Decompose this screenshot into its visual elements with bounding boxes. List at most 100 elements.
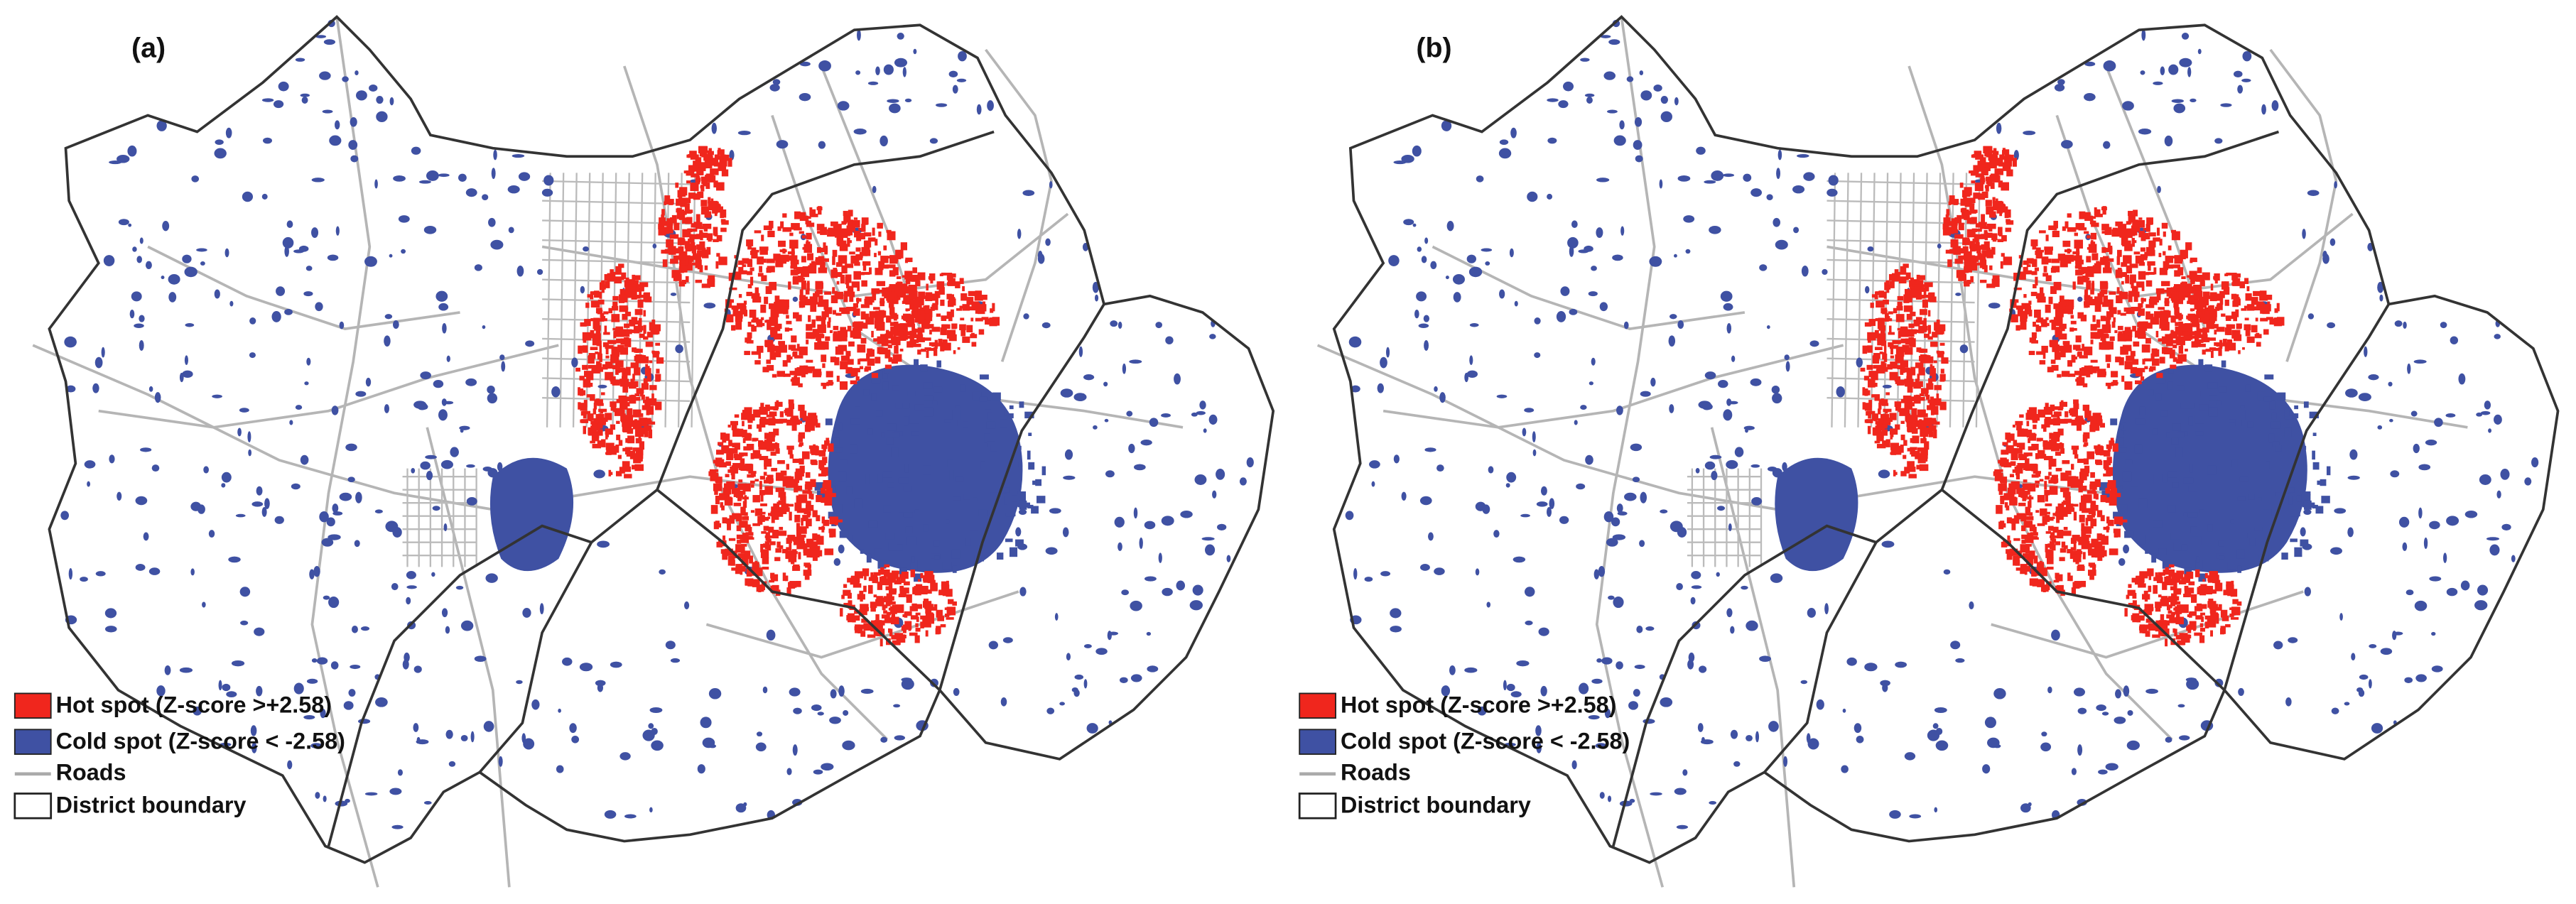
- hot-spot: [822, 363, 826, 369]
- hot-spot: [727, 556, 735, 562]
- cold-spot: [364, 792, 378, 796]
- cold-spot: [2388, 381, 2393, 387]
- cold-spot: [2127, 709, 2133, 716]
- cold-spot: [298, 245, 309, 252]
- hot-spot: [2111, 321, 2116, 328]
- hot-spot: [2011, 314, 2018, 322]
- cold-spot: [391, 583, 399, 591]
- cold-spot: [987, 100, 994, 111]
- hot-spot: [2178, 345, 2184, 354]
- cold-spot: [295, 58, 305, 62]
- cold-spot: [425, 454, 437, 459]
- hot-spot: [929, 342, 938, 347]
- cold-spot: [1792, 185, 1805, 194]
- hot-spot: [775, 548, 782, 553]
- cold-spot: [441, 608, 448, 618]
- cold-spot: [880, 135, 888, 147]
- hot-spot: [2042, 352, 2046, 359]
- hot-spot: [740, 270, 747, 275]
- hot-spot: [841, 594, 845, 599]
- hot-spot: [929, 330, 932, 335]
- hot-spot: [2035, 510, 2040, 513]
- hot-spot: [897, 323, 902, 332]
- hot-spot: [2132, 219, 2139, 229]
- hot-spot: [770, 452, 776, 456]
- cold-spot: [2051, 629, 2060, 641]
- hot-spot: [644, 368, 651, 376]
- cold-spot: [1993, 687, 2006, 699]
- cold-spot: [1217, 523, 1227, 530]
- hot-spot: [917, 579, 921, 582]
- hot-spot: [843, 290, 853, 297]
- hot-spot: [816, 247, 821, 254]
- cold-spot: [203, 466, 209, 474]
- hot-spot: [2199, 317, 2204, 323]
- hot-spot: [2082, 508, 2091, 513]
- hot-spot: [765, 478, 774, 483]
- cold-spot: [2369, 644, 2377, 648]
- cold-spot: [838, 472, 847, 481]
- cold-spot: [2198, 573, 2207, 582]
- hot-spot: [926, 350, 929, 359]
- hot-spot: [1900, 360, 1909, 368]
- cold-spot: [1603, 511, 1614, 523]
- hot-spot: [2094, 213, 2103, 217]
- cold-spot: [932, 400, 938, 405]
- hot-spot: [975, 308, 983, 314]
- cold-spot: [882, 371, 888, 379]
- hot-spot: [2244, 305, 2251, 309]
- hot-spot: [2002, 442, 2008, 446]
- cold-spot: [2371, 723, 2383, 734]
- cold-spot: [1579, 682, 1589, 695]
- hot-spot: [744, 495, 747, 503]
- hot-spot: [2072, 281, 2076, 290]
- hot-spot: [1984, 226, 1990, 229]
- hot-spot: [1888, 311, 1893, 315]
- hot-spot: [791, 423, 797, 431]
- hot-spot: [2104, 247, 2111, 253]
- hot-spot: [1860, 367, 1866, 372]
- cold-spot: [364, 256, 377, 267]
- hot-spot: [2269, 318, 2273, 325]
- hot-spot: [806, 283, 810, 290]
- cold-spot: [2242, 50, 2252, 62]
- cold-spot: [1882, 384, 1892, 388]
- cold-spot: [1540, 685, 1547, 697]
- hot-spot: [843, 294, 848, 303]
- hot-spot: [621, 413, 626, 423]
- cold-spot: [1616, 503, 1623, 513]
- hot-spot: [673, 222, 680, 231]
- cold-spot: [239, 587, 251, 597]
- cold-spot: [323, 795, 327, 802]
- hot-spot: [1870, 303, 1874, 308]
- hot-spot: [1949, 195, 1955, 205]
- hot-spot: [887, 231, 896, 241]
- hot-spot: [889, 285, 894, 289]
- cold-spot: [933, 540, 940, 547]
- cold-spot: [1351, 385, 1360, 393]
- cold-spot: [311, 658, 318, 663]
- cold-spot: [1546, 507, 1552, 517]
- hot-spot: [626, 450, 634, 457]
- cold-spot: [868, 521, 878, 528]
- cold-spot: [1836, 386, 1845, 398]
- cold-spot: [2180, 403, 2187, 409]
- hot-spot: [624, 373, 628, 381]
- cold-spot: [2303, 500, 2312, 510]
- hot-spot: [855, 376, 860, 381]
- cold-spot: [1759, 264, 1768, 271]
- cold-spot: [92, 383, 99, 393]
- hot-spot: [643, 310, 646, 317]
- cold-spot: [1796, 153, 1809, 158]
- cold-spot: [929, 138, 938, 144]
- hot-spot: [2254, 334, 2262, 339]
- hot-spot: [1904, 347, 1913, 355]
- hot-spot: [1866, 411, 1872, 416]
- cold-spot: [2312, 504, 2318, 509]
- cold-spot: [2271, 412, 2277, 420]
- hot-spot: [1934, 385, 1942, 391]
- hot-spot: [735, 320, 742, 330]
- cold-spot: [996, 552, 1004, 560]
- hot-spot: [766, 320, 772, 322]
- hot-spot: [827, 229, 835, 237]
